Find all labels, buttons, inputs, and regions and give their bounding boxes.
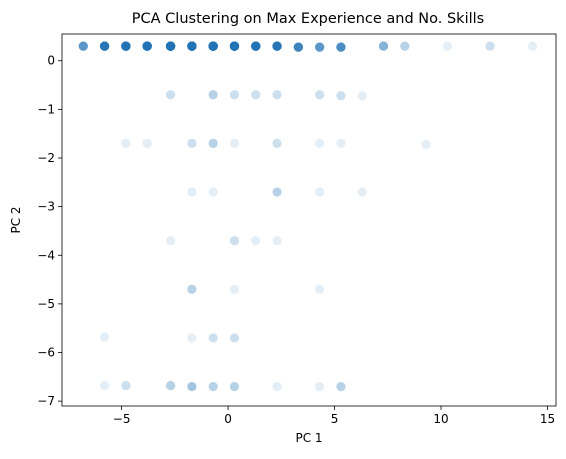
scatter-point xyxy=(336,139,345,148)
scatter-point xyxy=(272,236,281,245)
scatter-point xyxy=(315,382,324,391)
scatter-point xyxy=(400,42,409,51)
scatter-point xyxy=(121,42,130,51)
x-tick-label: 5 xyxy=(331,412,339,426)
scatter-point xyxy=(187,382,196,391)
scatter-point xyxy=(209,333,218,342)
scatter-point xyxy=(294,43,303,52)
x-tick-label: 0 xyxy=(224,412,232,426)
scatter-point xyxy=(230,42,239,51)
y-tick-label: −2 xyxy=(37,151,55,165)
scatter-point xyxy=(379,42,388,51)
scatter-point xyxy=(187,187,196,196)
scatter-point xyxy=(358,187,367,196)
scatter-point xyxy=(272,187,281,196)
scatter-point xyxy=(272,42,281,51)
scatter-point xyxy=(79,42,88,51)
x-tick-label: −5 xyxy=(113,412,131,426)
scatter-point xyxy=(166,236,175,245)
scatter-point xyxy=(166,42,175,51)
scatter-point xyxy=(358,91,367,100)
x-tick-label: 10 xyxy=(433,412,448,426)
scatter-point xyxy=(166,381,175,390)
scatter-point xyxy=(187,285,196,294)
scatter-point xyxy=(336,382,345,391)
scatter-point xyxy=(209,42,218,51)
scatter-point xyxy=(315,139,324,148)
y-tick-label: −1 xyxy=(37,102,55,116)
y-tick-label: 0 xyxy=(47,54,55,68)
chart-title: PCA Clustering on Max Experience and No.… xyxy=(132,11,484,27)
scatter-point xyxy=(315,90,324,99)
scatter-point xyxy=(251,90,260,99)
scatter-point xyxy=(272,90,281,99)
scatter-point xyxy=(443,42,452,51)
y-tick-label: −6 xyxy=(37,346,55,360)
scatter-point xyxy=(100,42,109,51)
scatter-point xyxy=(315,187,324,196)
scatter-point xyxy=(272,139,281,148)
scatter-point xyxy=(230,139,239,148)
scatter-point xyxy=(209,187,218,196)
scatter-point xyxy=(230,90,239,99)
y-axis-label: PC 2 xyxy=(9,206,23,233)
scatter-point xyxy=(251,236,260,245)
x-axis-label: PC 1 xyxy=(295,431,322,445)
scatter-point xyxy=(230,285,239,294)
scatter-point xyxy=(121,381,130,390)
x-tick-label: 15 xyxy=(540,412,555,426)
scatter-point xyxy=(528,42,537,51)
y-tick-label: −7 xyxy=(37,394,55,408)
y-tick-label: −4 xyxy=(37,248,55,262)
scatter-point xyxy=(121,139,130,148)
scatter-point xyxy=(230,333,239,342)
scatter-point xyxy=(100,332,109,341)
scatter-point xyxy=(143,139,152,148)
scatter-point xyxy=(187,333,196,342)
scatter-point xyxy=(187,139,196,148)
y-tick-label: −3 xyxy=(37,200,55,214)
scatter-point xyxy=(422,140,431,149)
scatter-point xyxy=(315,285,324,294)
scatter-point xyxy=(209,382,218,391)
scatter-point xyxy=(272,382,281,391)
scatter-point xyxy=(100,381,109,390)
scatter-point xyxy=(166,90,175,99)
scatter-point xyxy=(230,236,239,245)
scatter-point xyxy=(315,43,324,52)
scatter-point xyxy=(187,42,196,51)
scatter-point xyxy=(230,382,239,391)
scatter-point xyxy=(209,139,218,148)
scatter-point xyxy=(336,91,345,100)
scatter-point xyxy=(485,42,494,51)
scatter-point xyxy=(336,43,345,52)
y-tick-label: −5 xyxy=(37,297,55,311)
scatter-point xyxy=(143,42,152,51)
scatter-point xyxy=(251,42,260,51)
scatter-point xyxy=(209,90,218,99)
